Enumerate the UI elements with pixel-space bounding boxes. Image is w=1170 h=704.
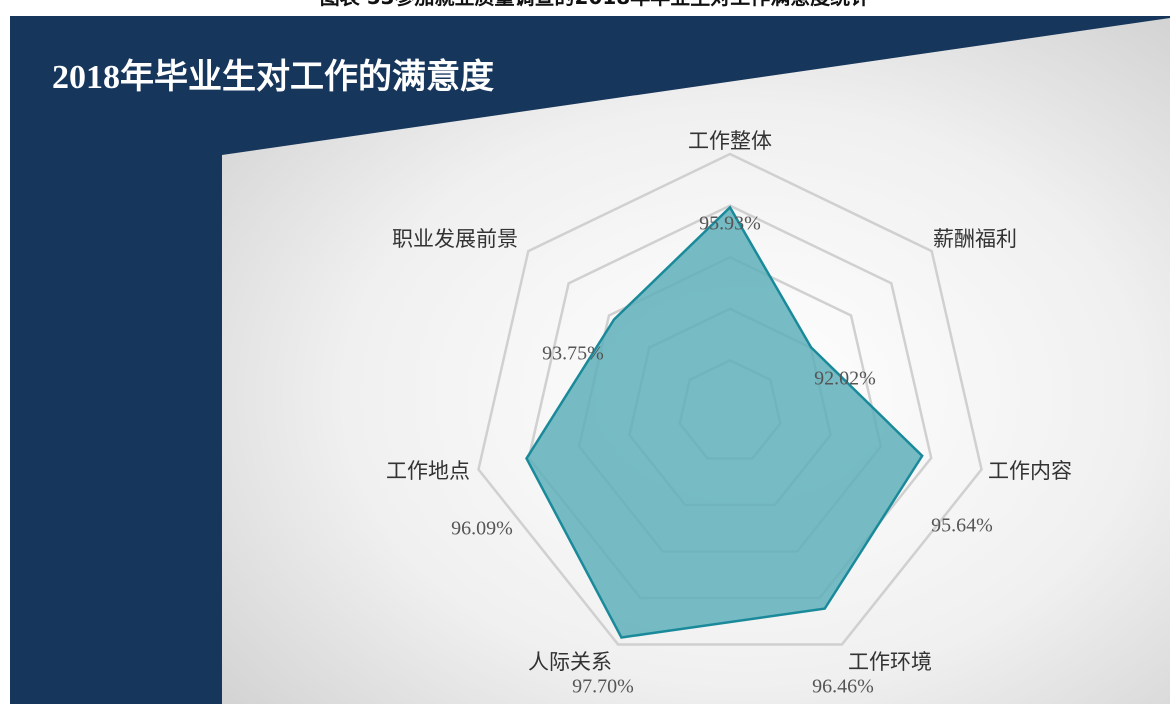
value-label: 95.64% [931,515,993,537]
value-label: 93.75% [542,343,604,365]
category-label: 人际关系 [528,650,612,674]
chart-title: 2018年毕业生对工作的满意度 [52,58,494,96]
value-label: 92.02% [814,368,876,390]
value-label: 96.46% [812,676,874,698]
category-label: 工作地点 [386,459,470,483]
radar: 工作整体 95.93% 薪酬福利 92.02% 工作内容 95.64% 工作环境96.46%… [386,129,1072,698]
caption: 图表 53参加就业质量调查的2018年毕业生对工作满意度统计 [320,0,870,9]
value-label: 96.09% [451,518,513,540]
value-label: 95.93% [699,213,761,235]
category-label: 工作内容 [988,459,1072,483]
grid-ring [477,152,983,646]
category-label: 工作环境 [848,650,932,674]
category-label: 工作整体 [688,129,772,153]
category-label: 职业发展前景 [392,227,518,251]
value-label: 97.70% [572,676,634,698]
radar-area [525,205,924,639]
category-label: 薪酬福利 [933,227,1017,251]
